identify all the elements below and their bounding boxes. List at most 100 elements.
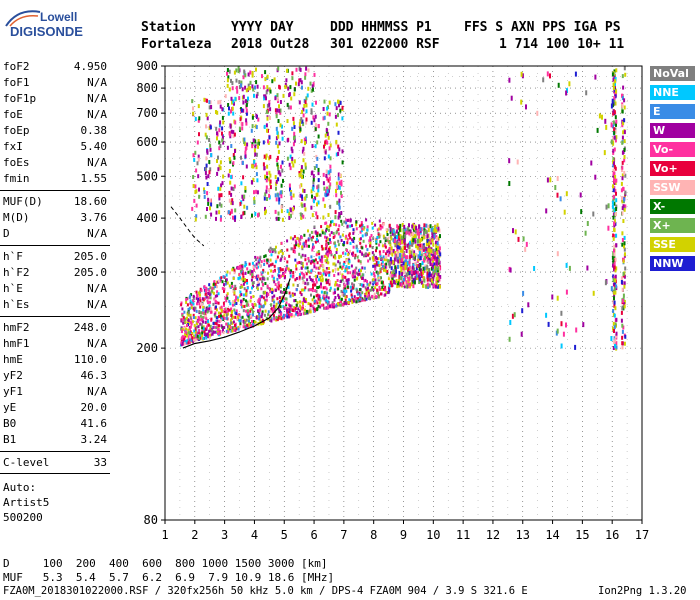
echo-point bbox=[236, 266, 239, 270]
echo-point bbox=[612, 326, 614, 331]
echo-point bbox=[612, 309, 615, 313]
echo-point bbox=[314, 289, 317, 293]
echo-point bbox=[376, 236, 379, 239]
echo-point bbox=[327, 305, 330, 309]
echo-point bbox=[275, 316, 278, 319]
echo-point bbox=[398, 275, 401, 280]
echo-point bbox=[299, 172, 302, 177]
echo-point bbox=[242, 211, 245, 216]
echo-point bbox=[398, 283, 401, 288]
legend-nne: NNE bbox=[650, 85, 695, 100]
echo-point bbox=[402, 239, 405, 244]
echo-point bbox=[254, 144, 257, 149]
echo-point bbox=[334, 114, 337, 119]
echo-point bbox=[225, 299, 228, 303]
echo-point bbox=[565, 289, 568, 295]
echo-point bbox=[269, 115, 271, 120]
echo-point bbox=[614, 79, 617, 84]
echo-point bbox=[199, 293, 201, 297]
echo-point bbox=[364, 297, 367, 301]
echo-point bbox=[195, 333, 198, 337]
echo-point bbox=[409, 254, 412, 259]
echo-point bbox=[427, 257, 430, 261]
echo-point bbox=[622, 85, 625, 90]
echo-point bbox=[265, 123, 268, 128]
echo-point bbox=[613, 290, 616, 295]
echo-point bbox=[335, 251, 338, 254]
echo-point bbox=[213, 282, 215, 286]
echo-point bbox=[342, 262, 345, 266]
param-value: 3.24 bbox=[80, 433, 108, 446]
echo-point bbox=[281, 168, 284, 173]
echo-point bbox=[228, 300, 231, 303]
echo-point bbox=[615, 89, 618, 94]
echo-point bbox=[275, 302, 278, 306]
echo-point bbox=[296, 236, 299, 240]
echo-point bbox=[613, 244, 616, 249]
echo-point bbox=[408, 245, 411, 250]
echo-point bbox=[385, 256, 388, 260]
echo-point bbox=[404, 259, 407, 264]
echo-point bbox=[219, 186, 222, 191]
echo-point bbox=[282, 273, 285, 277]
echo-point bbox=[613, 135, 616, 140]
echo-point bbox=[361, 291, 364, 295]
echo-point bbox=[236, 317, 239, 321]
echo-point bbox=[611, 200, 614, 205]
echo-point bbox=[237, 327, 240, 331]
echo-point bbox=[346, 271, 349, 275]
echo-point bbox=[302, 169, 305, 174]
echo-point bbox=[364, 233, 367, 237]
echo-point bbox=[300, 165, 303, 170]
echo-point bbox=[340, 211, 343, 215]
echo-point bbox=[584, 230, 587, 236]
echo-point bbox=[327, 191, 330, 196]
echo-point bbox=[311, 279, 314, 283]
echo-point bbox=[403, 237, 406, 242]
echo-point bbox=[351, 238, 354, 242]
echo-point bbox=[257, 212, 260, 217]
echo-point bbox=[195, 214, 198, 219]
echo-point bbox=[335, 106, 338, 111]
echo-point bbox=[311, 84, 314, 89]
echo-point bbox=[341, 149, 344, 154]
echo-point bbox=[297, 244, 300, 248]
echo-point bbox=[183, 337, 186, 341]
echo-point bbox=[613, 110, 616, 115]
echo-point bbox=[395, 279, 398, 283]
echo-point bbox=[212, 286, 215, 290]
echo-point bbox=[204, 327, 207, 331]
echo-point bbox=[313, 265, 316, 269]
echo-point bbox=[226, 145, 229, 150]
echo-point bbox=[380, 267, 383, 271]
param-value: 33 bbox=[93, 456, 107, 469]
param-name: h`F bbox=[3, 250, 23, 263]
echo-point bbox=[283, 313, 285, 317]
echo-point bbox=[384, 293, 387, 297]
echo-point bbox=[258, 301, 261, 305]
echo-point bbox=[219, 319, 222, 323]
echo-point bbox=[241, 194, 244, 199]
echo-point bbox=[372, 237, 375, 241]
echo-point bbox=[398, 245, 401, 250]
echo-point bbox=[319, 264, 322, 268]
echo-point bbox=[312, 82, 315, 87]
echo-point bbox=[321, 260, 324, 264]
echo-point bbox=[235, 85, 238, 90]
echo-point bbox=[339, 280, 342, 283]
echo-point bbox=[623, 148, 626, 152]
echo-point bbox=[382, 255, 385, 259]
echo-point bbox=[313, 199, 315, 204]
echo-point bbox=[388, 249, 391, 254]
echo-point bbox=[438, 228, 441, 233]
echo-point bbox=[338, 147, 341, 152]
echo-point bbox=[314, 123, 317, 128]
echo-point bbox=[407, 245, 410, 250]
echo-point bbox=[420, 272, 423, 276]
echo-point bbox=[214, 282, 217, 286]
echo-point bbox=[378, 250, 381, 254]
echo-point bbox=[325, 229, 327, 233]
echo-point bbox=[229, 302, 232, 306]
echo-point bbox=[327, 154, 330, 159]
echo-point bbox=[348, 298, 351, 302]
